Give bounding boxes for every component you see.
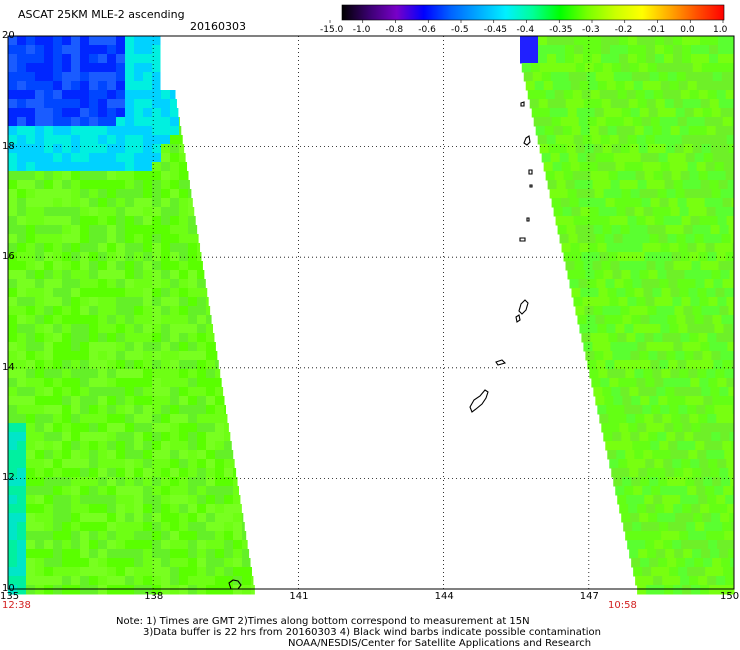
lat-tick-label: 20 bbox=[2, 30, 15, 41]
lon-tick-label: 147 bbox=[579, 591, 599, 602]
lat-tick-label: 12 bbox=[2, 472, 15, 484]
product-date: 20160303 bbox=[190, 20, 246, 33]
lon-tick-label: 138 bbox=[144, 591, 164, 602]
lat-tick-label: 14 bbox=[2, 361, 15, 373]
island-alamagan bbox=[528, 169, 533, 175]
lon-tick-label: 150 bbox=[720, 591, 740, 602]
colorbar-tick-label: -0.35 bbox=[549, 25, 573, 35]
map-frame bbox=[7, 35, 735, 590]
island-tinian bbox=[515, 314, 521, 323]
colorbar-tick-label: -1.0 bbox=[352, 25, 371, 35]
time-right: 10:58 bbox=[608, 600, 637, 611]
colorbar-tick-label: -0.5 bbox=[451, 25, 469, 35]
swaths bbox=[8, 36, 735, 595]
island-anatahan bbox=[519, 237, 526, 242]
colorbar-tick-label: -0.6 bbox=[418, 25, 436, 35]
lat-tick-label: 16 bbox=[2, 251, 15, 263]
colorbar-tick-label: -0.8 bbox=[385, 25, 404, 35]
lon-tick-label: 135 bbox=[0, 591, 20, 602]
colorbar-gradient bbox=[341, 4, 725, 21]
colorbar-tick-label: -0.1 bbox=[647, 25, 666, 35]
lon-tick-label: 144 bbox=[434, 591, 454, 602]
product-title: ASCAT 25KM MLE-2 ascending bbox=[18, 8, 185, 21]
island-saipan bbox=[518, 299, 529, 315]
island-sarigan bbox=[526, 217, 530, 222]
islands bbox=[228, 101, 533, 590]
colorbar-tick-label: -0.45 bbox=[483, 25, 508, 35]
colorbar-tick-label: -15.0 bbox=[320, 25, 344, 35]
colorbar-tick-label: -0.2 bbox=[614, 25, 633, 35]
lat-tick-label: 18 bbox=[2, 140, 15, 152]
lat-tick-label: 10 bbox=[2, 583, 15, 594]
colorbar-tick-label: -0.3 bbox=[582, 25, 600, 35]
colorbar-tick-label: 1.0 bbox=[713, 25, 728, 35]
lon-tick-label: 141 bbox=[289, 591, 309, 602]
island-rota bbox=[495, 359, 507, 366]
footer-note-2: 3)Data buffer is 22 hrs from 20160303 4)… bbox=[143, 627, 601, 638]
footer-note-3: NOAA/NESDIS/Center for Satellite Applica… bbox=[288, 638, 592, 649]
colorbar-tick-label: 0.0 bbox=[680, 25, 695, 35]
colorbar-tick-label: -0.4 bbox=[516, 25, 535, 35]
island-asuncion bbox=[520, 101, 525, 107]
map-grid bbox=[8, 36, 734, 589]
colorbar bbox=[329, 4, 725, 23]
time-left: 12:38 bbox=[2, 600, 31, 611]
island-guguan bbox=[529, 184, 533, 188]
island-pagan bbox=[523, 135, 531, 146]
footer-note-1: Note: 1) Times are GMT 2)Times along bot… bbox=[116, 616, 530, 627]
island-guam bbox=[469, 389, 489, 413]
